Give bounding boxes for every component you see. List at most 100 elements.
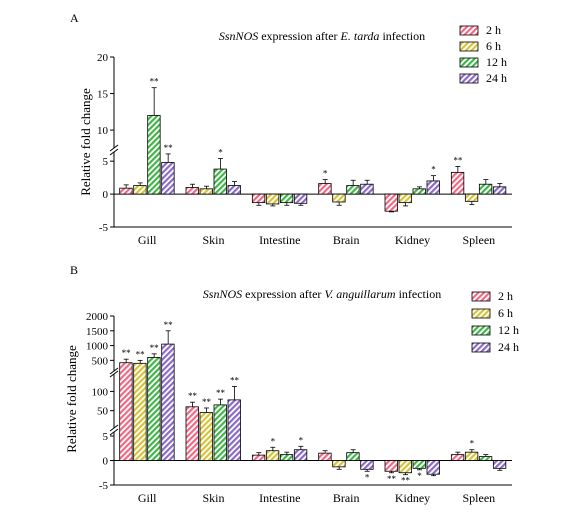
legend-swatch — [471, 291, 491, 302]
legend-label: 12 h — [486, 55, 507, 69]
panel-b-ylabel: Relative fold change — [64, 345, 79, 453]
significance-mark: ** — [164, 320, 174, 330]
legend-label: 6 h — [498, 306, 513, 320]
significance-mark: ** — [122, 348, 132, 358]
bar — [426, 460, 440, 475]
bar — [384, 460, 398, 472]
y-tick-label: 2000 — [86, 311, 109, 323]
title-part: infection — [379, 29, 425, 43]
y-tick-label: 50 — [97, 406, 109, 418]
significance-mark: ** — [216, 388, 226, 398]
bar — [346, 185, 360, 195]
bar — [251, 454, 266, 461]
bar — [478, 183, 493, 195]
legend-swatch — [459, 41, 479, 52]
bar — [227, 185, 241, 195]
legend-swatch — [471, 308, 491, 319]
legend-label: 2 h — [498, 289, 513, 303]
significance-mark: * — [417, 471, 422, 481]
significance-mark: ** — [230, 375, 240, 385]
legend-label: 6 h — [486, 39, 501, 53]
bar — [147, 356, 161, 461]
y-tick-label: 0 — [103, 189, 109, 201]
significance-mark: ** — [401, 476, 411, 486]
axis-break-mark — [109, 428, 119, 436]
x-tick-label: Skin — [202, 491, 224, 505]
significance-mark: * — [271, 436, 276, 446]
x-tick-label: Gill — [138, 491, 157, 505]
bar — [293, 193, 308, 204]
x-tick-label: Gill — [138, 233, 157, 247]
title-part: expression after — [242, 287, 324, 301]
bar — [251, 193, 266, 204]
legend-label: 24 h — [498, 340, 519, 354]
bar — [492, 186, 507, 195]
bar — [279, 454, 294, 461]
x-tick-label: Kidney — [395, 233, 430, 247]
bar — [213, 168, 227, 195]
x-tick-label: Brain — [333, 233, 360, 247]
bar — [412, 188, 426, 195]
panel-a-ylabel: Relative fold change — [78, 88, 93, 196]
y-tick-label: 15 — [97, 89, 109, 101]
bar — [398, 460, 412, 474]
y-tick-label: 20 — [97, 52, 109, 64]
axis-break-mark — [109, 370, 119, 378]
bar — [464, 451, 479, 461]
bar — [478, 456, 493, 461]
x-tick-label: Brain — [333, 491, 360, 505]
significance-mark: ** — [202, 397, 212, 407]
x-tick-label: Intestine — [259, 491, 300, 505]
panel-b-plot: -5 0 5 50 100 500 1000 1500 2000 Gill Skin Intestin… — [86, 311, 512, 505]
bar — [265, 450, 280, 461]
title-part: E. tarda — [340, 29, 380, 43]
bar — [384, 193, 398, 212]
bar — [346, 452, 360, 461]
legend-label: 24 h — [486, 71, 507, 85]
legend-swatch — [471, 325, 491, 336]
bar — [133, 362, 147, 461]
panel-a: A SsnNOS expression after E. tarda infec… — [70, 11, 512, 247]
title-part: V. anguillarum — [324, 287, 395, 301]
y-tick-label: 5 — [103, 156, 109, 168]
bar — [265, 193, 280, 205]
bar — [318, 183, 332, 195]
significance-mark: * — [431, 165, 436, 175]
panel-b: B SsnNOS expression after V. anguillarum… — [64, 263, 519, 505]
bar — [412, 460, 426, 469]
bar — [332, 193, 346, 203]
x-tick-label: Kidney — [395, 491, 430, 505]
x-tick-label: Spleen — [462, 233, 495, 247]
axis-break-mark — [109, 424, 119, 432]
significance-mark: ** — [188, 391, 198, 401]
bar — [133, 185, 147, 195]
bar — [199, 412, 213, 461]
bar — [398, 193, 412, 204]
bar — [161, 162, 175, 195]
y-tick-label: 0 — [103, 456, 109, 468]
y-tick-label: 1000 — [86, 341, 109, 353]
bar — [279, 193, 294, 204]
bar — [332, 460, 346, 468]
x-tick-label: Spleen — [462, 491, 495, 505]
significance-mark: ** — [150, 77, 160, 87]
axis-break-mark — [109, 144, 119, 152]
y-tick-label: -5 — [99, 480, 109, 492]
significance-mark: * — [470, 439, 475, 449]
significance-mark: ** — [387, 474, 397, 484]
y-tick-label: 10 — [97, 125, 109, 137]
title-part: SsnNOS — [219, 29, 258, 43]
significance-mark: * — [218, 148, 223, 158]
bar — [426, 180, 440, 195]
panel-a-legend: 2 h 6 h 12 h 24 h — [459, 23, 507, 85]
bar — [360, 183, 374, 195]
panel-b-legend: 2 h 6 h 12 h 24 h — [471, 289, 519, 354]
bar — [450, 171, 465, 195]
bar — [360, 460, 374, 470]
title-part: SsnNOS — [203, 287, 242, 301]
x-tick-label: Intestine — [259, 233, 300, 247]
bar — [318, 452, 332, 461]
title-part: expression after — [258, 29, 340, 43]
axis-break-mark — [109, 148, 119, 156]
